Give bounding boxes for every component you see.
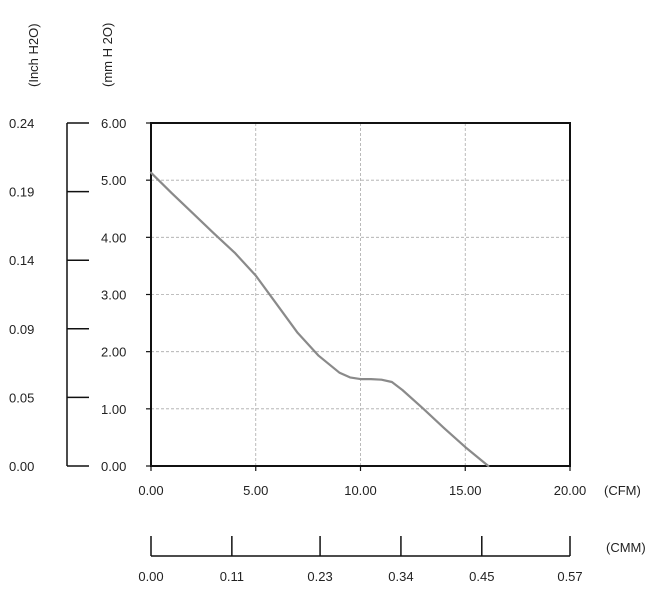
x-secondary-tick-label: 0.57 bbox=[557, 569, 582, 584]
x-primary-tick-label: 0.00 bbox=[138, 483, 163, 498]
x-primary-tick-label: 15.00 bbox=[449, 483, 482, 498]
x-primary-tick-label: 20.00 bbox=[554, 483, 587, 498]
y-primary-tick-label: 6.00 bbox=[101, 116, 126, 131]
x-secondary-tick-label: 0.34 bbox=[388, 569, 413, 584]
x-primary-unit-label: (CFM) bbox=[604, 483, 641, 498]
y-primary-tick-label: 2.00 bbox=[101, 345, 126, 360]
y-primary-tick-label: 5.00 bbox=[101, 173, 126, 188]
x-secondary-tick-label: 0.23 bbox=[307, 569, 332, 584]
x-primary-tick-label: 5.00 bbox=[243, 483, 268, 498]
x-secondary-tick-label: 0.11 bbox=[220, 569, 244, 584]
series-line bbox=[149, 171, 490, 468]
x-secondary-tick-label: 0.00 bbox=[138, 569, 163, 584]
y-primary-tick-label: 1.00 bbox=[101, 402, 126, 417]
y-secondary-tick-label: 0.14 bbox=[9, 253, 34, 268]
y-primary-tick-label: 3.00 bbox=[101, 288, 126, 303]
y-secondary-tick-label: 0.00 bbox=[9, 459, 34, 474]
x-secondary-unit-label: (CMM) bbox=[606, 540, 646, 555]
y-secondary-tick-label: 0.19 bbox=[9, 185, 34, 200]
x-secondary-tick-label: 0.45 bbox=[469, 569, 494, 584]
y-primary-tick-label: 4.00 bbox=[101, 230, 126, 245]
y-primary-tick-label: 0.00 bbox=[101, 459, 126, 474]
y-secondary-tick-label: 0.09 bbox=[9, 322, 34, 337]
y-secondary-unit-label: (Inch H2O) bbox=[26, 23, 41, 87]
y-secondary-tick-label: 0.05 bbox=[9, 390, 34, 405]
y-secondary-tick-label: 0.24 bbox=[9, 116, 34, 131]
y-primary-unit-label: (mm H 2O) bbox=[100, 23, 115, 87]
x-primary-tick-label: 10.00 bbox=[344, 483, 377, 498]
